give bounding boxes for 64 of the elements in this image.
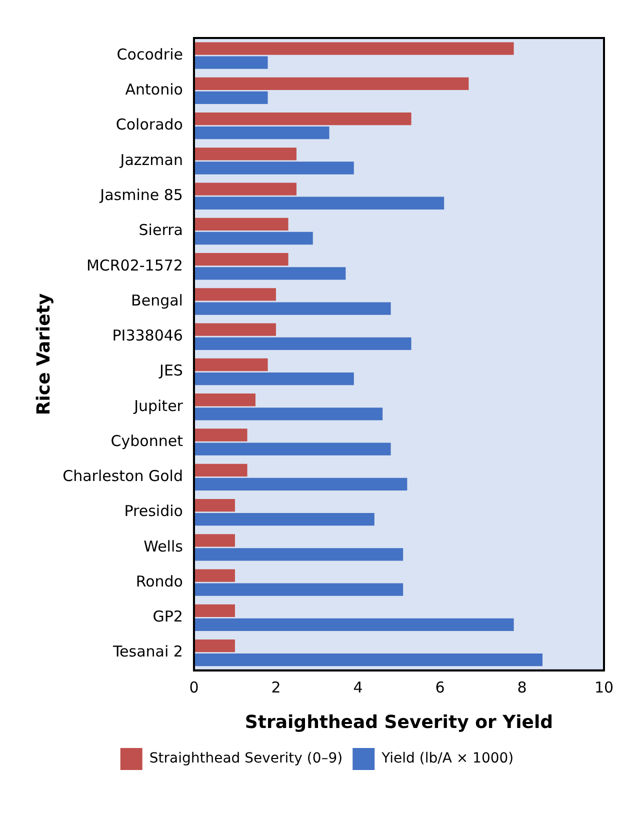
x-tick-label: 6 (435, 678, 445, 696)
y-tick-label: Presidio (124, 502, 183, 520)
bar (194, 639, 235, 652)
bar (194, 654, 542, 666)
bar (194, 569, 235, 582)
bar (194, 323, 276, 336)
bar (194, 534, 235, 547)
bar (194, 112, 412, 126)
y-tick-label: Sierra (138, 221, 183, 240)
bar (194, 442, 391, 456)
bar (194, 618, 514, 632)
legend-label: Straighthead Severity (0–9) (149, 750, 343, 767)
y-tick-label: Tesanai 2 (112, 642, 183, 661)
bar (194, 42, 514, 55)
x-tick-label: 8 (517, 678, 527, 696)
bar (194, 428, 248, 442)
bar (194, 126, 330, 140)
bar (194, 288, 276, 301)
bar (194, 337, 412, 350)
y-tick-label: Cocodrie (116, 45, 183, 64)
y-tick-label: Bengal (131, 291, 183, 310)
bar (194, 302, 391, 315)
y-tick-label: JES (158, 362, 183, 380)
bar (194, 253, 288, 266)
bar (194, 77, 469, 90)
y-tick-label: Jasmine 85 (99, 186, 183, 204)
x-tick-label: 2 (271, 678, 281, 696)
legend-label: Yield (lb/A × 1000) (380, 750, 514, 767)
bar (194, 196, 444, 210)
bar (194, 218, 288, 231)
y-tick-label: GP2 (152, 608, 183, 626)
bar (194, 498, 235, 512)
y-tick-label: Antonio (125, 80, 183, 99)
bar (194, 478, 408, 491)
bar (194, 464, 248, 476)
y-axis-title: Rice Variety (33, 293, 54, 416)
x-tick-label: 4 (353, 678, 363, 696)
y-tick-label: Colorado (116, 116, 183, 134)
bar (194, 267, 346, 280)
bar (194, 372, 354, 386)
bar (194, 583, 404, 596)
y-tick-label: MCR02-1572 (86, 256, 183, 274)
bar (194, 408, 383, 420)
bar (194, 56, 268, 69)
x-tick-label: 10 (594, 678, 614, 696)
bar (194, 513, 374, 526)
y-tick-label: Jazzman (119, 150, 183, 169)
bar (194, 91, 268, 104)
bar (194, 182, 296, 196)
y-tick-label: PI338046 (112, 326, 183, 345)
y-tick-label: Rondo (136, 572, 183, 590)
bar (194, 148, 296, 160)
bar (194, 604, 235, 617)
x-tick-label: 0 (189, 678, 199, 696)
bar (194, 548, 404, 561)
bar (194, 162, 354, 174)
y-tick-label: Cybonnet (110, 432, 184, 450)
bar (194, 394, 256, 406)
bar (194, 232, 313, 245)
bar (194, 358, 268, 372)
y-tick-label: Jupiter (133, 396, 184, 415)
x-axis-title: Straighthead Severity or Yield (244, 712, 554, 733)
y-tick-label: Charleston Gold (62, 467, 183, 486)
y-tick-label: Wells (144, 537, 184, 556)
